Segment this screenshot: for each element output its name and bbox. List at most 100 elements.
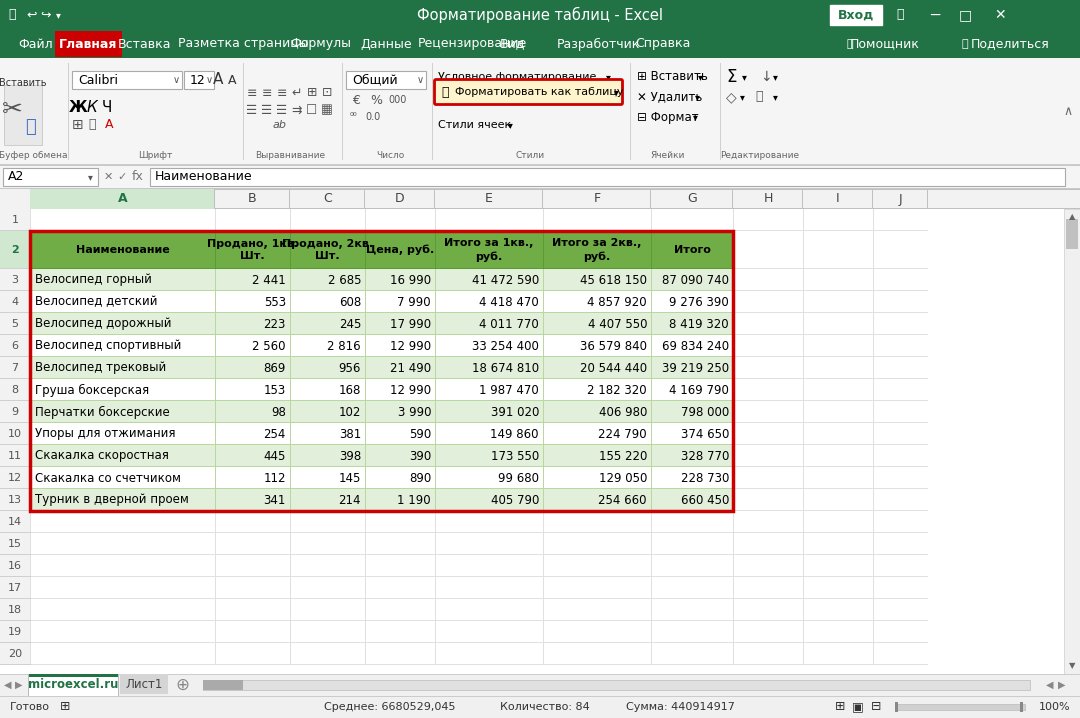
Bar [543,400,651,401]
Bar [651,511,733,533]
Bar [873,554,928,555]
Bar [291,445,365,467]
Bar [733,422,804,423]
Bar [30,231,215,232]
Bar [0,620,31,621]
Bar [215,489,291,511]
Bar [435,554,543,555]
Bar [0,209,30,231]
Bar [543,379,651,401]
Bar [30,511,215,533]
Text: 🖫: 🖫 [9,9,16,22]
Bar [543,466,651,467]
Bar [804,335,873,357]
Bar [30,488,215,489]
Bar [291,291,365,313]
Text: 9: 9 [12,407,18,417]
Bar [733,642,804,643]
Bar [1064,209,1080,674]
Bar [651,269,733,291]
Bar [733,357,804,379]
Bar [873,555,928,577]
Bar [365,335,435,357]
Bar [543,268,651,269]
Text: Σ: Σ [726,68,737,86]
Text: 3: 3 [12,275,18,285]
Bar [30,576,215,577]
Bar [215,444,291,445]
Bar [873,422,928,423]
Bar [543,599,651,621]
Bar [651,598,733,599]
Bar [651,422,733,423]
Text: A2: A2 [8,170,25,184]
Text: Шрифт: Шрифт [138,151,172,159]
Bar [215,511,291,533]
Bar [291,598,365,599]
Bar [0,356,31,357]
Bar [0,532,31,533]
Bar [30,291,215,313]
Bar [215,268,291,269]
Bar [435,422,543,423]
Bar [365,423,435,445]
Bar [873,642,928,643]
Text: 19: 19 [8,627,22,637]
Text: 8 419 320: 8 419 320 [670,317,729,330]
Bar [365,423,435,445]
Bar [0,444,31,445]
Bar [804,357,873,379]
Bar [365,378,435,379]
Bar [0,230,31,231]
Bar [365,532,435,533]
Bar [215,268,291,269]
Bar [543,621,651,643]
Bar [651,379,733,401]
Bar [873,290,928,291]
Text: 13: 13 [8,495,22,505]
Bar [30,445,215,467]
Bar [291,401,365,423]
Bar [733,599,804,621]
Bar [215,510,291,511]
Bar [0,423,30,445]
Bar [435,378,543,379]
Text: Груша боксерская: Груша боксерская [35,383,149,396]
Bar [0,291,30,313]
Bar [0,598,31,599]
Bar [291,423,365,445]
Text: 12: 12 [8,473,22,483]
Text: ⊡: ⊡ [322,86,333,100]
Text: ⊕: ⊕ [175,676,189,694]
Bar [435,532,543,533]
Bar [733,335,804,357]
Text: 153: 153 [264,383,286,396]
Bar [30,554,215,555]
Bar [291,467,365,489]
Text: 391 020: 391 020 [490,406,539,419]
Bar [203,680,1030,690]
Bar [30,379,215,401]
Text: Данные: Данные [360,37,411,50]
Bar [435,269,543,291]
Bar [365,312,435,313]
Bar [291,209,365,231]
Text: H: H [764,192,772,205]
Bar [215,334,291,335]
Bar [30,291,215,313]
Bar [291,231,365,232]
Bar [873,576,928,577]
Bar [215,576,291,577]
Bar [873,466,928,467]
Text: Сумма: 440914917: Сумма: 440914917 [625,702,734,712]
Bar [0,189,1080,209]
Bar [215,533,291,555]
Bar [30,313,215,335]
Bar [215,312,291,313]
Bar [651,401,733,423]
Bar [291,378,365,379]
Bar [543,467,651,489]
Bar [30,334,215,335]
Bar [0,489,30,511]
Bar [291,357,365,379]
